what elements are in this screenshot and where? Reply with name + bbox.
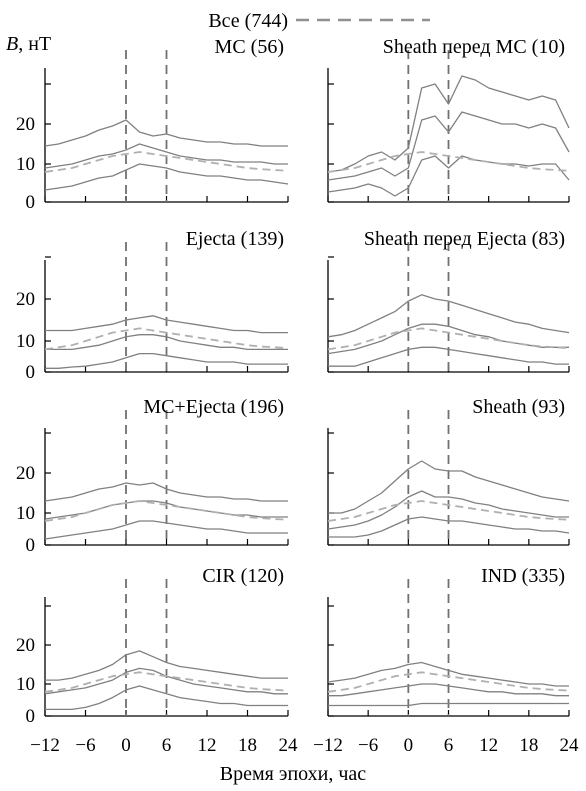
y-tick-label: 20 xyxy=(16,463,35,484)
svg-text:B, нТ: B, нТ xyxy=(6,33,51,55)
y-axis-variable: B xyxy=(6,33,18,55)
x-tick-label: 0 xyxy=(121,735,131,756)
x-tick-label: −12 xyxy=(30,735,60,756)
series-lower xyxy=(45,685,288,711)
y-tick-label: 10 xyxy=(16,503,35,524)
y-tick-label: 20 xyxy=(16,289,35,310)
legend: Все (744) xyxy=(208,10,430,32)
series-all_mean xyxy=(44,500,289,522)
y-tick-label: 0 xyxy=(26,535,36,556)
panel-title: CIR (120) xyxy=(202,565,284,587)
series-all_mean xyxy=(44,671,289,693)
series-upper xyxy=(328,460,570,514)
series-median xyxy=(45,334,288,351)
series-median xyxy=(44,143,288,169)
panel-5: 0 10 20 MC+Ejecta (196) xyxy=(16,396,289,556)
series-lower xyxy=(44,163,289,191)
y-tick-label: 0 xyxy=(26,192,36,213)
panel-1: 0 10 20 MC (56) xyxy=(16,36,289,213)
panel-3: 0 10 20 Ejecta (139) xyxy=(16,228,289,383)
panel-2: Sheath перед MC (10) xyxy=(327,36,570,203)
panel-grid: 0 10 20 MC (56) Sheath перед MC (10) 0 10 20 Eje… xyxy=(16,36,579,756)
series-upper xyxy=(44,482,288,502)
y-tick-label: 20 xyxy=(16,635,35,656)
series-lower xyxy=(327,155,570,197)
series-median xyxy=(327,323,569,355)
y-tick-label: 10 xyxy=(16,331,35,352)
series-upper xyxy=(327,661,569,687)
series-lower xyxy=(328,702,569,707)
x-tick-label: 6 xyxy=(162,735,172,756)
series-all_mean xyxy=(44,151,289,173)
y-tick-label: 10 xyxy=(16,154,35,175)
panel-title: MC+Ejecta (196) xyxy=(143,396,284,418)
series-lower xyxy=(44,520,288,540)
series-median xyxy=(327,111,570,181)
panel-title: Ejecta (139) xyxy=(186,228,284,250)
series-all_mean xyxy=(327,671,570,693)
y-axis-unit: , нТ xyxy=(18,33,51,55)
panel-title: Sheath (93) xyxy=(472,396,565,418)
y-axis-title: B, нТ xyxy=(6,33,51,55)
x-tick-label: −12 xyxy=(313,735,343,756)
series-all_mean xyxy=(327,500,570,522)
series-upper xyxy=(327,75,570,173)
x-tick-label: 24 xyxy=(560,735,580,756)
y-tick-label: 20 xyxy=(16,114,35,135)
legend-label: Все (744) xyxy=(208,10,288,32)
series-upper xyxy=(45,315,288,334)
panel-title: Sheath перед Ejecta (83) xyxy=(364,228,565,250)
series-median xyxy=(328,683,569,697)
x-tick-label: 12 xyxy=(479,735,498,756)
panel-4: Sheath перед Ejecta (83) xyxy=(327,228,570,373)
series-lower xyxy=(45,352,288,369)
series-median xyxy=(327,490,569,530)
series-upper xyxy=(44,119,288,147)
series-all_mean xyxy=(327,327,570,351)
x-tick-label: 18 xyxy=(238,735,257,756)
x-tick-label: 24 xyxy=(279,735,299,756)
panel-title: Sheath перед MC (10) xyxy=(383,36,565,58)
x-tick-label: 18 xyxy=(519,735,538,756)
panel-8: −12 −6 0 6 12 18 24 IND (335) xyxy=(313,565,579,756)
y-tick-label: 10 xyxy=(16,674,35,695)
y-tick-label: 0 xyxy=(26,706,36,727)
x-axis-title: Время эпохи, час xyxy=(220,763,367,785)
series-lower xyxy=(328,516,570,538)
series-all_mean xyxy=(327,151,570,173)
x-tick-label: 12 xyxy=(198,735,217,756)
panel-6: Sheath (93) xyxy=(327,396,570,546)
panel-title: IND (335) xyxy=(481,565,565,587)
x-tick-label: 0 xyxy=(404,735,414,756)
series-all_mean xyxy=(44,327,289,351)
x-tick-label: −6 xyxy=(358,735,378,756)
x-tick-label: −6 xyxy=(75,735,95,756)
series-upper xyxy=(327,294,570,338)
x-tick-label: 6 xyxy=(444,735,454,756)
series-lower xyxy=(328,346,569,367)
series-upper xyxy=(45,650,288,681)
panel-7: 0 10 20 −12 −6 0 6 12 18 24 CIR (120) xyxy=(16,565,298,756)
y-tick-label: 0 xyxy=(26,362,36,383)
panel-title: MC (56) xyxy=(215,36,284,58)
